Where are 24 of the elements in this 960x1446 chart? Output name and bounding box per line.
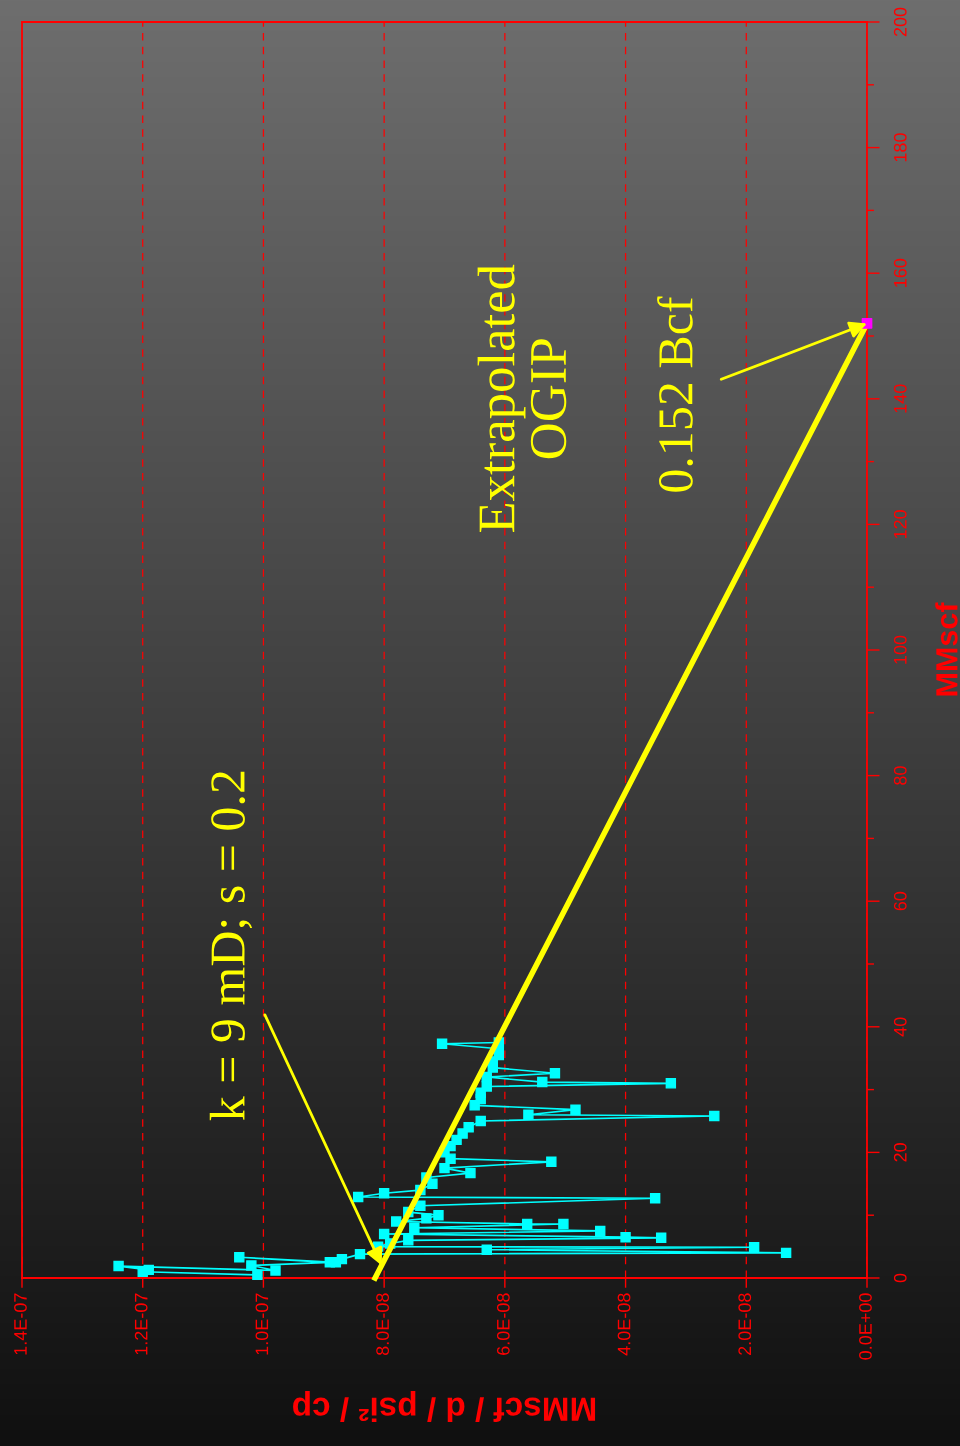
y-tick-label: 200 [893, 7, 907, 37]
x-tick-label: 8.0E-08 [376, 1293, 389, 1356]
x-tick-label: 0.0E+00 [859, 1293, 872, 1360]
y-tick-label: 0 [893, 1273, 907, 1283]
x-tick-label: 1.2E-07 [134, 1293, 148, 1355]
y-tick-label: 80 [893, 766, 907, 785]
y-tick-label: 160 [893, 258, 907, 287]
x-tick-label: 1.4E-07 [14, 1293, 27, 1355]
annotation: 0.152 Bcf [657, 296, 693, 492]
y-axis-title: MMscf [935, 602, 958, 696]
annotation: k = 9 mD; s = 0.2 [209, 771, 253, 1121]
y-tick-label: 180 [893, 133, 907, 162]
y-tick-label: 20 [893, 1143, 907, 1162]
annotation: Extrapolated OGIP [477, 264, 567, 533]
y-tick-label: 60 [893, 891, 907, 911]
x-tick-label: 4.0E-08 [617, 1293, 631, 1356]
x-tick-label: 1.0E-07 [255, 1293, 269, 1355]
x-tick-label: 6.0E-08 [496, 1293, 510, 1355]
x-tick-label: 2.0E-08 [738, 1293, 752, 1355]
x-axis-title: MMscf / d / psi² / cp [293, 1390, 596, 1422]
y-tick-label: 120 [893, 510, 907, 539]
y-tick-label: 100 [893, 635, 907, 664]
y-tick-label: 40 [893, 1017, 907, 1037]
y-tick-label: 140 [893, 384, 907, 413]
